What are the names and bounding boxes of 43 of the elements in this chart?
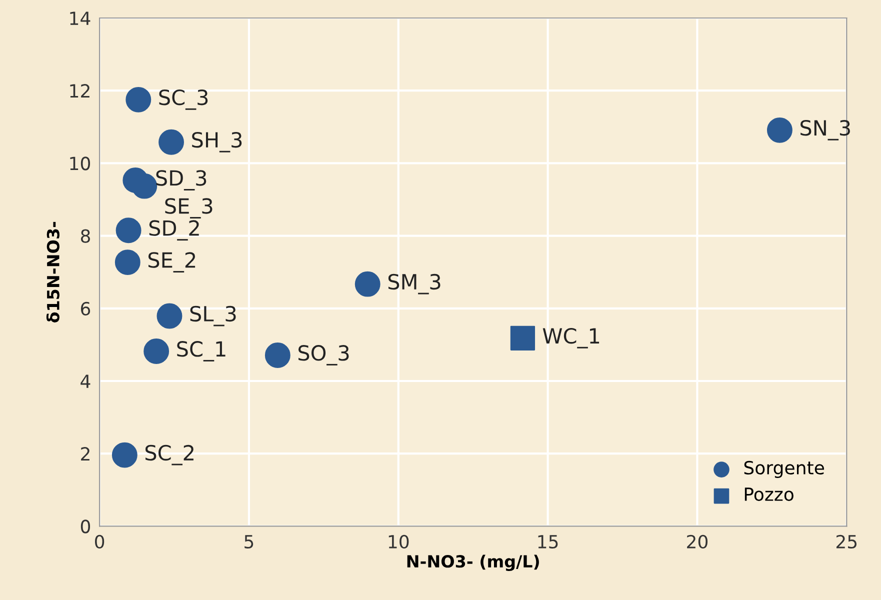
point xyxy=(158,129,184,155)
x-tick-label: 5 xyxy=(244,535,254,549)
x-tick-label: 0 xyxy=(95,534,104,549)
y-tick-label: 8 xyxy=(80,229,90,243)
annotation: SL_3 xyxy=(190,306,236,326)
annotation: SN_3 xyxy=(800,120,850,140)
x-tick-label: 20 xyxy=(687,534,708,549)
legend-label: Pozzo xyxy=(744,488,794,502)
annotation: WC_1 xyxy=(542,328,600,348)
point xyxy=(132,173,158,199)
point xyxy=(264,342,290,368)
point xyxy=(112,442,138,468)
x-axis-title: N-NO3- (mg/L) xyxy=(407,554,539,572)
y-tick-label: 10 xyxy=(70,156,90,170)
point xyxy=(114,250,140,276)
point xyxy=(144,338,170,364)
annotation: SM_3 xyxy=(388,274,440,294)
point xyxy=(354,271,380,297)
y-tick-label: 6 xyxy=(80,302,90,316)
x-tick-label: 15 xyxy=(538,535,558,549)
x-tick-label: 25 xyxy=(836,534,857,549)
annotation: SE_3 xyxy=(165,198,212,218)
x-tick-label: 10 xyxy=(388,534,409,549)
annotation: SD_2 xyxy=(149,220,199,241)
legend-label: Sorgente xyxy=(744,460,824,478)
point xyxy=(156,303,182,329)
annotation: SE_2 xyxy=(148,252,196,272)
annotation: SC_1 xyxy=(177,341,226,362)
point xyxy=(126,86,152,112)
annotation: SO_3 xyxy=(298,345,349,366)
annotation: SC_2 xyxy=(145,444,194,466)
annotation: SH_3 xyxy=(192,132,242,152)
annotation: SC_3 xyxy=(159,89,208,110)
y-tick-label: 2 xyxy=(81,447,90,460)
y-tick-label: 14 xyxy=(70,12,90,25)
y-tick-label: 12 xyxy=(70,84,90,98)
point xyxy=(510,326,536,350)
annotation: SD_3 xyxy=(156,170,206,190)
y-axis-title: δ15N-NO3- xyxy=(46,222,60,322)
point xyxy=(766,117,792,143)
y-tick-label: 0 xyxy=(80,520,90,534)
y-tick-label: 4 xyxy=(80,374,90,388)
point xyxy=(116,218,142,244)
